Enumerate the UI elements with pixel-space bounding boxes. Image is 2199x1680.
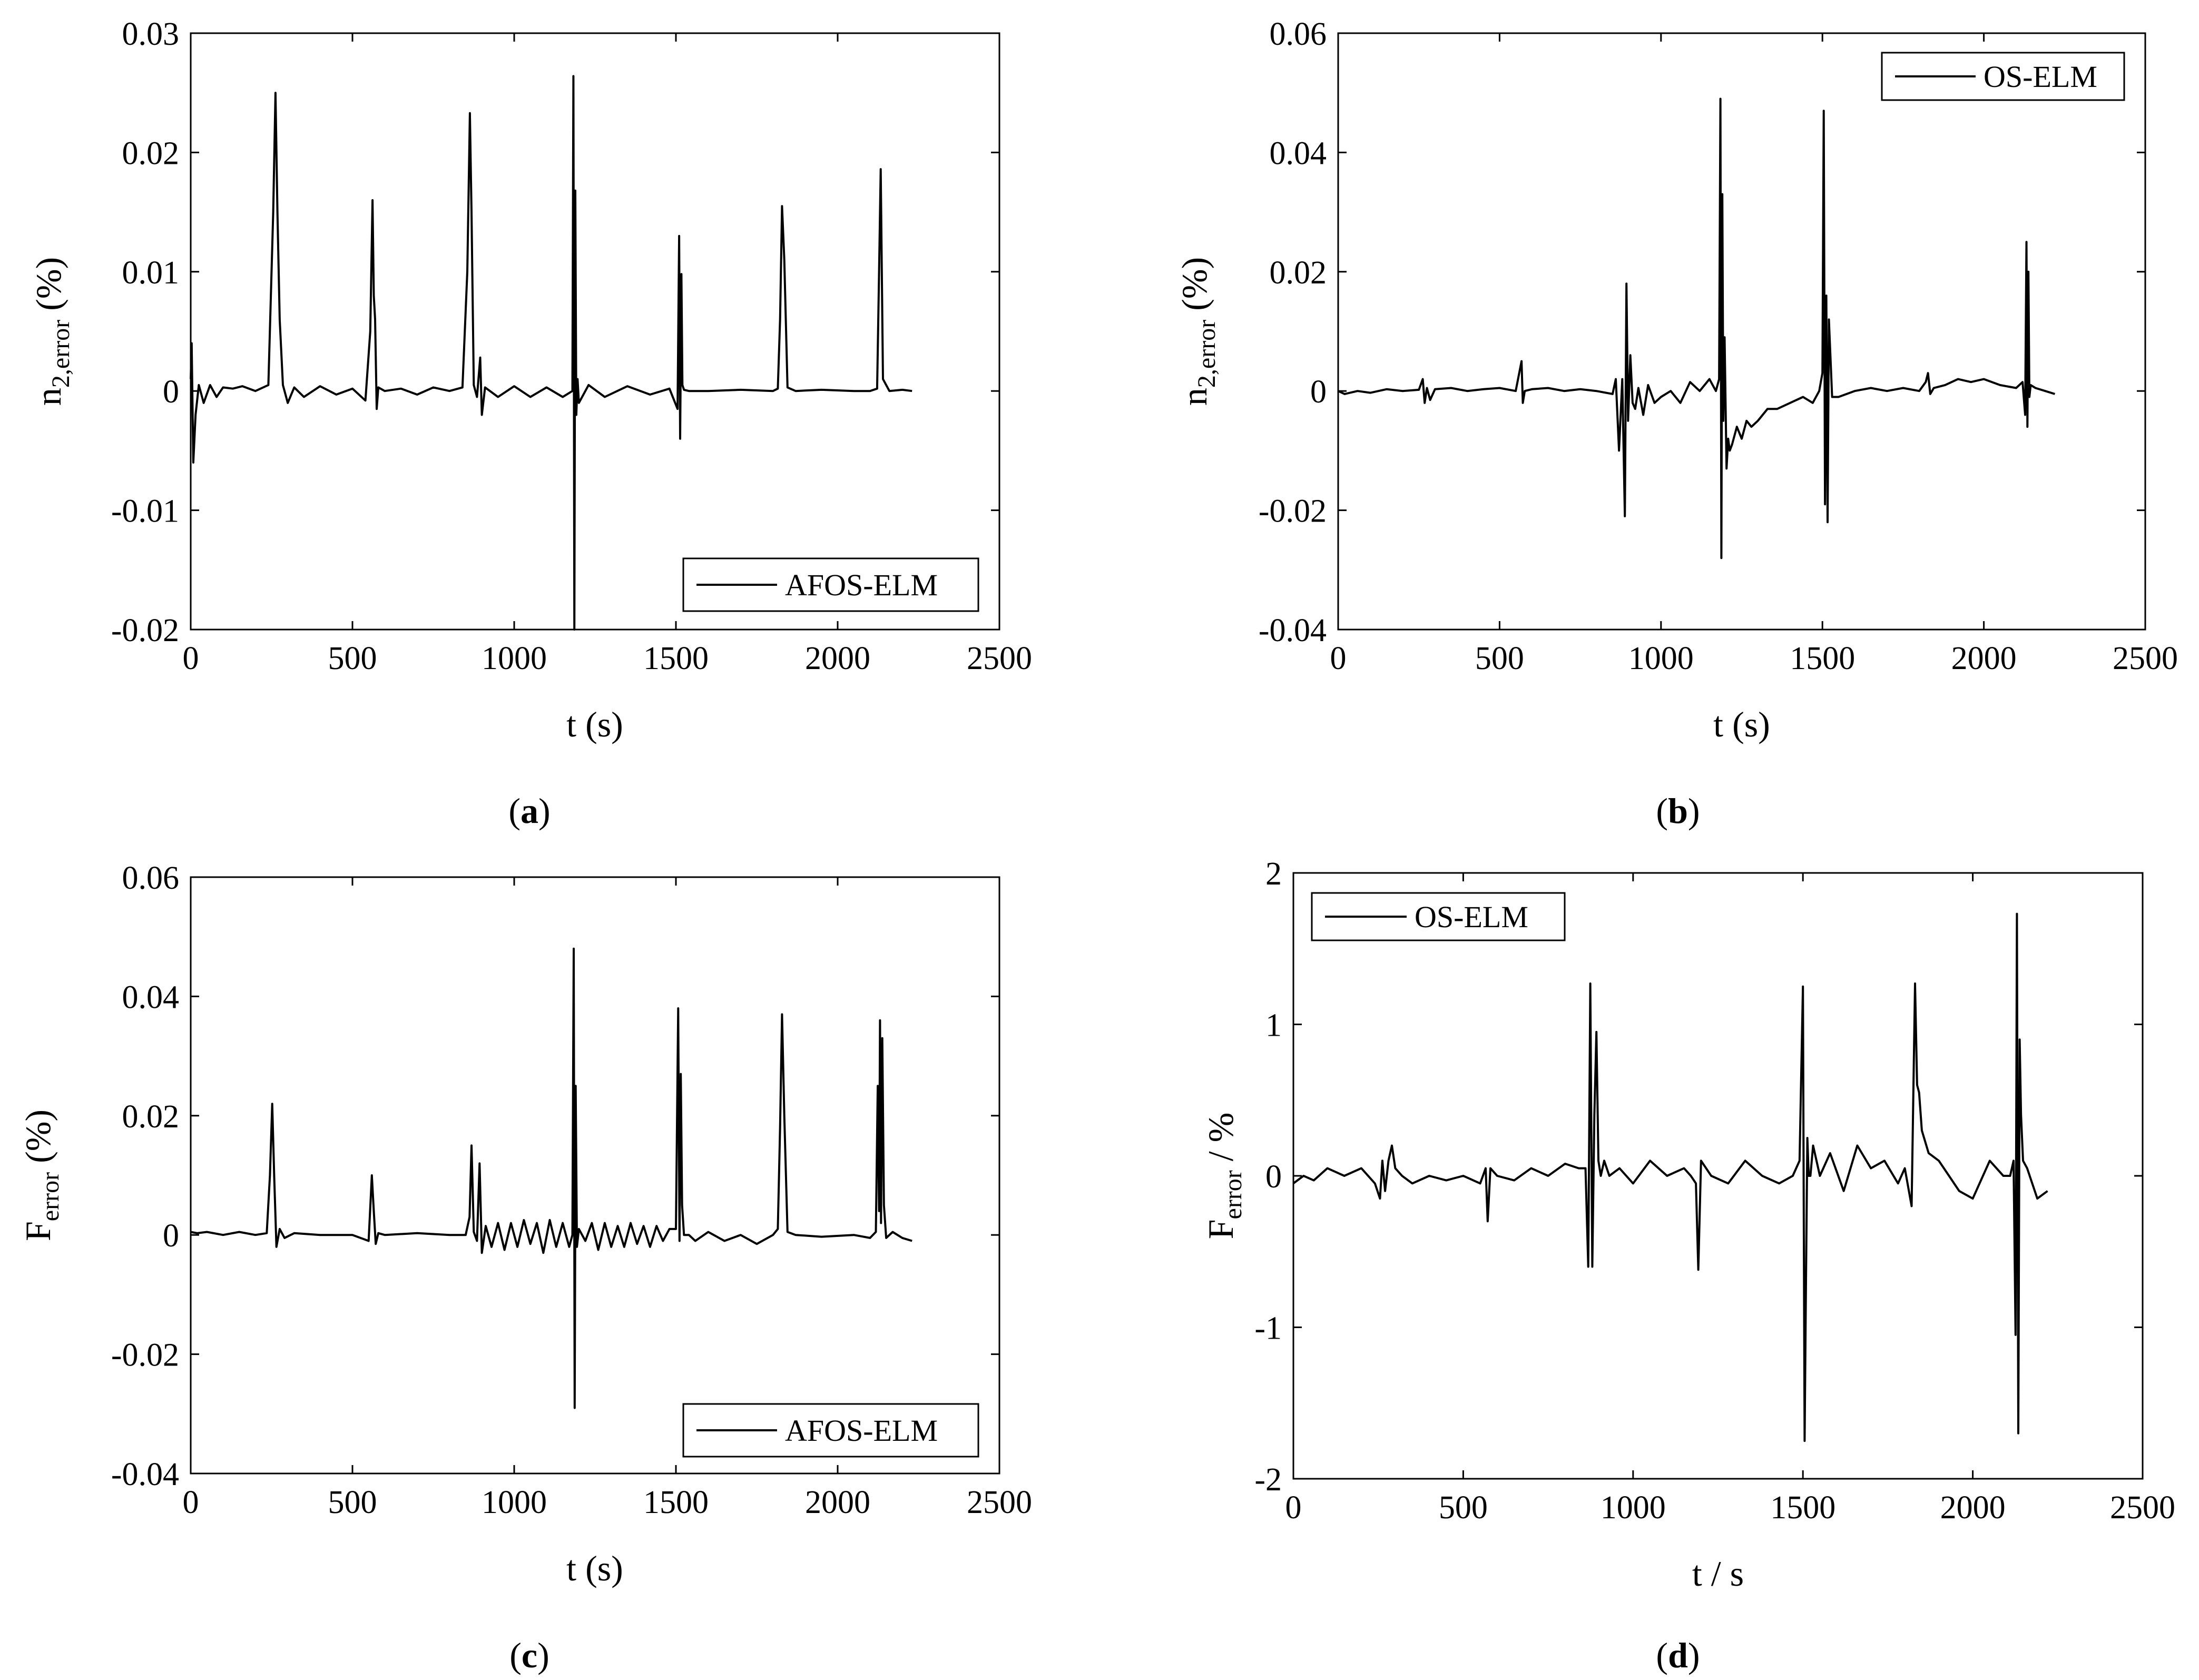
y-tick-label-a-1: -0.01 (111, 494, 179, 529)
y-tick-label-c-1: -0.02 (111, 1338, 179, 1373)
y-tick-label-b-2: 0 (1310, 374, 1327, 410)
x-tick-label-d-3: 1500 (1770, 1490, 1835, 1526)
legend-a: AFOS-ELM (682, 557, 979, 612)
plot-area-b (1337, 32, 2146, 631)
x-tick-label-b-3: 1500 (1790, 641, 1855, 676)
x-axis-label-d: t / s (1692, 1554, 1744, 1594)
y-tick-label-a-4: 0.02 (122, 135, 180, 171)
x-tick-label-c-5: 2500 (967, 1485, 1032, 1520)
legend-box-b (1881, 52, 2125, 101)
x-tick-label-a-2: 1000 (482, 641, 547, 676)
y-tick-label-b-4: 0.04 (1270, 135, 1327, 171)
legend-b: OS-ELM (1881, 52, 2125, 101)
plot-area-c (190, 876, 1000, 1475)
x-tick-label-a-5: 2500 (967, 641, 1032, 676)
x-tick-label-d-2: 1000 (1601, 1490, 1666, 1526)
x-tick-label-b-1: 500 (1475, 641, 1524, 676)
x-tick-label-d-4: 2000 (1940, 1490, 2006, 1526)
y-tick-label-c-4: 0.04 (122, 979, 180, 1015)
x-tick-label-c-0: 0 (183, 1485, 199, 1520)
y-tick-label-a-0: -0.02 (111, 613, 179, 649)
y-tick-label-d-3: 1 (1265, 1008, 1282, 1044)
y-tick-label-b-1: -0.02 (1259, 494, 1327, 529)
y-tick-label-c-2: 0 (163, 1218, 179, 1254)
panel-c: 0 500 1000 1500 2000 2500 -0.04 -0.02 0 0.02 0.04 0… (18, 860, 1032, 1675)
x-tick-label-c-2: 1000 (482, 1485, 547, 1520)
legend-d: OS-ELM (1311, 892, 1566, 941)
series-line-a (190, 75, 912, 631)
y-tick-label-d-4: 2 (1265, 856, 1282, 892)
legend-label-c: AFOS-ELM (785, 1413, 938, 1448)
panel-a: 0 500 1000 1500 2000 2500 -0.02 -0.01 0 0.01 0.02 0… (28, 16, 1032, 831)
caption-b: (b) (1656, 791, 1700, 831)
legend-label-b: OS-ELM (1984, 60, 2097, 94)
y-tick-label-b-0: -0.04 (1259, 613, 1327, 649)
x-tick-label-c-3: 1500 (643, 1485, 709, 1520)
x-axis-label-a: t (s) (566, 704, 623, 744)
y-tick-label-d-2: 0 (1265, 1159, 1282, 1195)
y-axis-label-c: Ferror (%) (18, 1109, 64, 1241)
x-axis-label-c: t (s) (566, 1548, 623, 1588)
x-tick-label-d-5: 2500 (2110, 1490, 2175, 1526)
y-tick-label-c-0: -0.04 (111, 1457, 179, 1492)
x-tick-label-a-4: 2000 (805, 641, 870, 676)
x-axis-label-b: t (s) (1713, 704, 1770, 744)
y-axis-label-d: Ferror / % (1201, 1113, 1247, 1240)
x-tick-label-c-1: 500 (328, 1485, 377, 1520)
x-tick-label-a-3: 1500 (643, 641, 709, 676)
y-axis-label-b: n2,error (%) (1174, 257, 1221, 406)
series-line-d (1292, 912, 2048, 1442)
x-tick-label-d-1: 500 (1439, 1490, 1488, 1526)
y-tick-label-c-5: 0.06 (122, 860, 180, 896)
x-tick-label-b-4: 2000 (1951, 641, 2017, 676)
legend-c: AFOS-ELM (682, 1403, 979, 1458)
y-tick-label-a-5: 0.03 (122, 16, 180, 52)
panel-d: 0 500 1000 1500 2000 2500 -2 -1 0 1 2 OS-ELM t / s… (1201, 856, 2175, 1675)
x-tick-label-b-5: 2500 (2113, 641, 2178, 676)
caption-c: (c) (509, 1635, 549, 1675)
y-tick-label-c-3: 0.02 (122, 1099, 180, 1135)
plot-area-a (190, 32, 1000, 631)
y-tick-label-b-5: 0.06 (1270, 16, 1327, 52)
panel-b: 0 500 1000 1500 2000 2500 -0.04 -0.02 0 0.02 0.04 0… (1174, 16, 2178, 831)
x-tick-label-b-0: 0 (1330, 641, 1347, 676)
series-line-c (190, 947, 912, 1409)
series-line-b (1338, 97, 2055, 559)
y-tick-label-a-3: 0.01 (122, 255, 180, 291)
x-tick-label-c-4: 2000 (805, 1485, 870, 1520)
y-tick-label-a-2: 0 (163, 374, 179, 410)
x-tick-label-a-0: 0 (183, 641, 199, 676)
y-tick-label-b-3: 0.02 (1270, 255, 1327, 291)
x-tick-label-b-2: 1000 (1628, 641, 1694, 676)
legend-label-a: AFOS-ELM (785, 568, 938, 602)
caption-d: (d) (1656, 1635, 1700, 1675)
legend-label-d: OS-ELM (1415, 900, 1528, 934)
y-tick-label-d-1: -1 (1254, 1311, 1282, 1347)
caption-a: (a) (508, 791, 550, 831)
y-tick-label-d-0: -2 (1254, 1462, 1282, 1498)
x-tick-label-a-1: 500 (328, 641, 377, 676)
y-axis-label-a: n2,error (%) (28, 257, 75, 406)
x-tick-label-d-0: 0 (1285, 1490, 1302, 1526)
